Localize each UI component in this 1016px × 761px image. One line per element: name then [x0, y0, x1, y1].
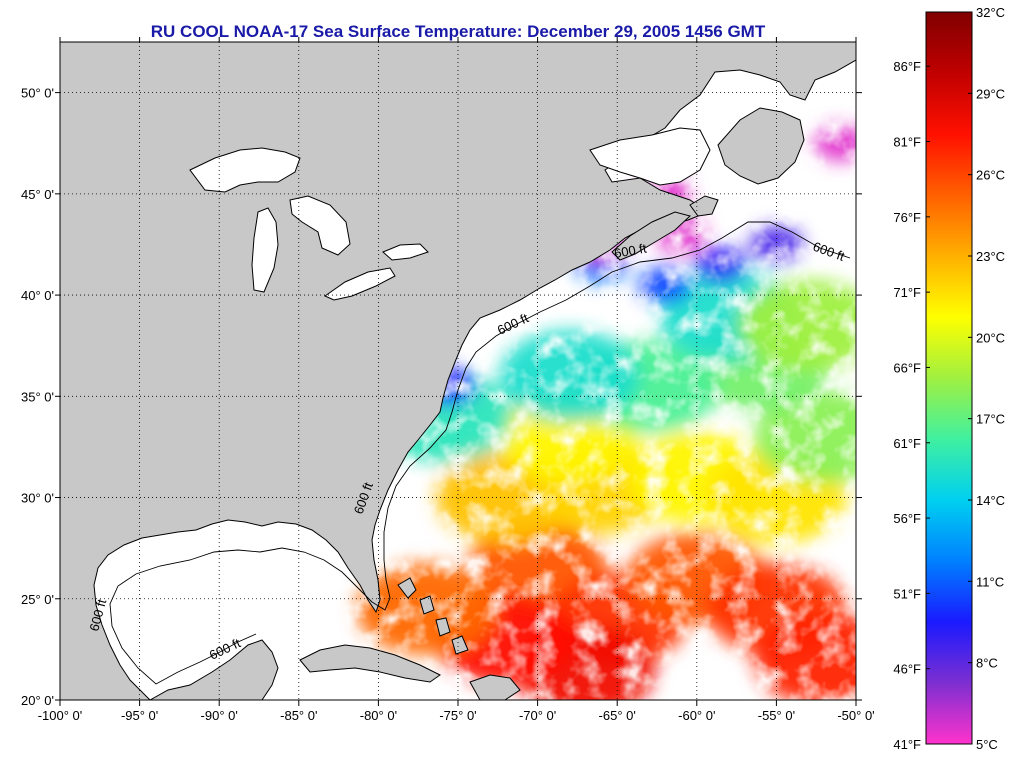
cuba-land [299, 644, 441, 683]
lat-tick-label: 50° 0' [21, 86, 54, 101]
lake-erie [323, 267, 396, 301]
lon-tick-label: -85° 0' [280, 708, 317, 723]
celsius-tick-label: 14°C [976, 493, 1005, 508]
lat-tick-label: 40° 0' [21, 288, 54, 303]
colorbar [925, 11, 973, 745]
fahrenheit-tick-label: 86°F [893, 59, 921, 74]
contour-label: 600 ft [613, 240, 648, 260]
lat-tick-label: 45° 0' [21, 187, 54, 202]
celsius-tick-label: 17°C [976, 412, 1005, 427]
graticule [60, 42, 856, 700]
hispaniola-land [469, 674, 521, 700]
fahrenheit-tick-label: 61°F [893, 436, 921, 451]
celsius-tick-label: 11°C [976, 574, 1004, 589]
lon-tick-label: -75° 0' [439, 708, 476, 723]
newfoundland-land [717, 107, 805, 185]
lon-tick-label: -95° 0' [121, 708, 158, 723]
fahrenheit-tick-label: 81°F [893, 135, 921, 150]
celsius-tick-label: 29°C [976, 86, 1005, 101]
celsius-tick-label: 5°C [976, 737, 998, 752]
axis-ticks: -100° 0' -95° 0' -90° 0' -85° 0' -80° 0' -75°… [21, 37, 875, 723]
lon-tick-label: -60° 0' [678, 708, 715, 723]
lake-ontario [382, 243, 429, 261]
gulf-st-lawrence [589, 127, 711, 186]
celsius-tick-label: 23°C [976, 249, 1005, 264]
nova-scotia-land [611, 211, 692, 261]
colorbar-ticks: 32°C 29°C 26°C 23°C 20°C 17°C 14°C 11°C 8°C 5°C 86… [893, 5, 1005, 752]
lat-tick-label: 20° 0' [21, 693, 54, 708]
lon-tick-label: -55° 0' [758, 708, 795, 723]
lat-tick-label: 25° 0' [21, 592, 54, 607]
celsius-tick-label: 26°C [976, 168, 1005, 183]
plot-area: 600 ft 600 ft 600 ft 600 ft 600 ft 600 f… [60, 42, 856, 700]
lake-huron [289, 195, 351, 256]
fahrenheit-tick-label: 46°F [893, 662, 921, 677]
map-title: RU COOL NOAA-17 Sea Surface Temperature:… [150, 22, 766, 41]
lon-tick-label: -100° 0' [38, 708, 83, 723]
fahrenheit-tick-label: 66°F [893, 360, 921, 375]
bahamas-islands [397, 577, 469, 655]
fahrenheit-tick-label: 51°F [893, 586, 921, 601]
lon-tick-label: -90° 0' [201, 708, 238, 723]
celsius-tick-label: 32°C [976, 5, 1005, 20]
lon-tick-label: -50° 0' [837, 708, 874, 723]
great-lakes [189, 147, 429, 301]
celsius-tick-label: 20°C [976, 330, 1005, 345]
fahrenheit-tick-label: 56°F [893, 511, 921, 526]
yucatan-land [148, 639, 279, 700]
lon-tick-label: -70° 0' [519, 708, 556, 723]
lake-michigan [251, 207, 279, 293]
fahrenheit-tick-label: 76°F [893, 210, 921, 225]
lat-tick-label: 30° 0' [21, 491, 54, 506]
lon-tick-label: -80° 0' [360, 708, 397, 723]
celsius-tick-label: 8°C [976, 656, 998, 671]
lon-tick-label: -65° 0' [599, 708, 636, 723]
fahrenheit-tick-label: 71°F [893, 285, 921, 300]
fahrenheit-tick-label: 41°F [893, 737, 921, 752]
lat-tick-label: 35° 0' [21, 389, 54, 404]
north-america-land [60, 42, 856, 700]
shelf-contour [109, 221, 851, 685]
lake-superior [189, 147, 301, 193]
